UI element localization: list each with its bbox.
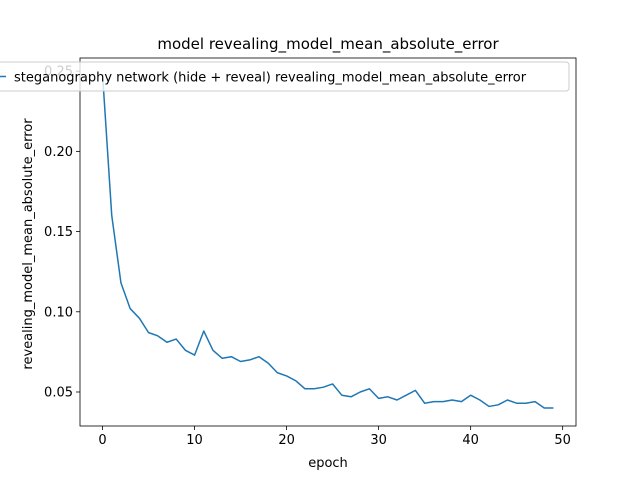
y-tick-label: 0.20 <box>44 145 73 160</box>
legend-box <box>0 61 570 92</box>
series-line-0 <box>101 74 554 409</box>
x-tick-label: 20 <box>278 433 295 448</box>
chart-title: model revealing_model_mean_absolute_erro… <box>157 35 499 54</box>
plot-area <box>79 57 577 427</box>
x-tick-label: 0 <box>98 433 106 448</box>
x-axis: 0 10 20 30 40 50 <box>98 426 571 448</box>
y-axis-label: revealing_model_mean_absolute_error <box>21 118 36 370</box>
y-tick-label: 0.05 <box>44 385 73 400</box>
x-tick-label: 40 <box>462 433 479 448</box>
x-tick-label: 30 <box>370 433 387 448</box>
legend-entry-label: steganography network (hide + reveal) re… <box>14 71 527 86</box>
x-tick-label: 10 <box>186 433 203 448</box>
x-tick-label: 50 <box>554 433 571 448</box>
axes-frame <box>79 57 577 427</box>
y-tick-label: 0.15 <box>44 225 73 240</box>
legend: steganography network (hide + reveal) re… <box>0 61 570 92</box>
y-tick-label: 0.10 <box>44 305 73 320</box>
x-axis-label: epoch <box>308 456 348 471</box>
